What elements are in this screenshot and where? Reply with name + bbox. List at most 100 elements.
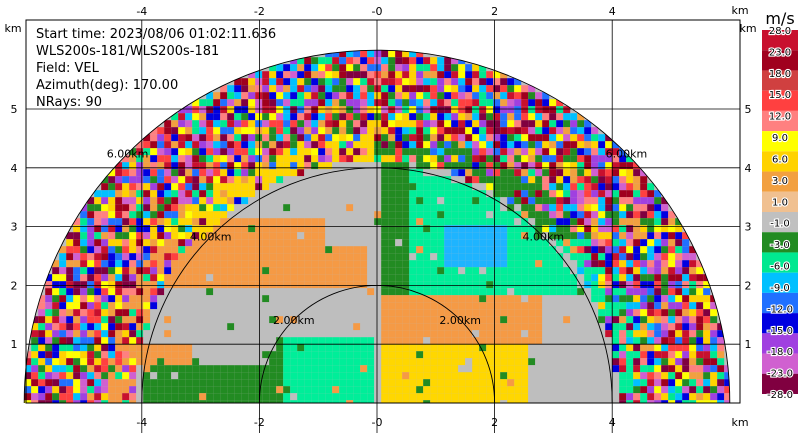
velocity-cell (451, 379, 459, 387)
velocity-cell (479, 71, 487, 79)
velocity-cell (416, 281, 424, 289)
velocity-cell (556, 120, 564, 128)
velocity-cell (31, 351, 39, 359)
velocity-cell (535, 155, 543, 163)
velocity-cell (339, 134, 347, 142)
velocity-cell (192, 393, 200, 401)
velocity-cell (129, 162, 137, 170)
velocity-cell (451, 351, 459, 359)
velocity-cell (493, 246, 501, 254)
velocity-cell (619, 211, 627, 219)
velocity-cell (122, 358, 130, 366)
velocity-cell (521, 85, 529, 93)
velocity-cell (269, 225, 277, 233)
velocity-cell (605, 351, 613, 359)
velocity-cell (136, 386, 144, 394)
velocity-cell (318, 106, 326, 114)
velocity-cell (430, 309, 438, 317)
velocity-cell (479, 211, 487, 219)
velocity-cell (619, 302, 627, 310)
x-tick-label-top: 4 (609, 5, 616, 18)
velocity-cell (136, 176, 144, 184)
velocity-cell (290, 218, 298, 226)
velocity-cell (591, 267, 599, 275)
velocity-cell (332, 281, 340, 289)
velocity-cell (143, 204, 151, 212)
velocity-cell (409, 106, 417, 114)
velocity-cell (129, 274, 137, 282)
velocity-cell (24, 379, 32, 387)
velocity-cell (227, 232, 235, 240)
velocity-cell (472, 169, 480, 177)
velocity-cell (38, 365, 46, 373)
velocity-cell (136, 323, 144, 331)
velocity-cell (444, 379, 452, 387)
velocity-cell (269, 204, 277, 212)
velocity-cell (283, 386, 291, 394)
velocity-cell (668, 351, 676, 359)
velocity-cell (367, 302, 375, 310)
velocity-cell (143, 330, 151, 338)
velocity-cell (178, 232, 186, 240)
velocity-cell (136, 197, 144, 205)
velocity-cell (458, 64, 466, 72)
velocity-cell (66, 281, 74, 289)
velocity-cell (276, 274, 284, 282)
velocity-cell (318, 400, 326, 404)
velocity-cell (220, 155, 228, 163)
velocity-cell (619, 323, 627, 331)
velocity-cell (528, 267, 536, 275)
velocity-cell (38, 358, 46, 366)
velocity-cell (234, 169, 242, 177)
velocity-cell (108, 379, 116, 387)
velocity-cell (584, 183, 592, 191)
velocity-cell (304, 386, 312, 394)
velocity-cell (157, 197, 165, 205)
velocity-cell (31, 386, 39, 394)
velocity-cell (276, 141, 284, 149)
velocity-cell (255, 141, 263, 149)
velocity-cell (458, 288, 466, 296)
velocity-cell (500, 309, 508, 317)
velocity-cell (416, 148, 424, 156)
velocity-cell (556, 239, 564, 247)
velocity-cell (178, 260, 186, 268)
velocity-cell (234, 309, 242, 317)
velocity-cell (619, 393, 627, 401)
velocity-cell (325, 183, 333, 191)
velocity-cell (255, 85, 263, 93)
velocity-cell (472, 99, 480, 107)
velocity-cell (458, 113, 466, 121)
velocity-cell (542, 358, 550, 366)
velocity-cell (472, 85, 480, 93)
velocity-cell (633, 162, 641, 170)
velocity-cell (367, 267, 375, 275)
velocity-cell (577, 176, 585, 184)
velocity-cell (479, 183, 487, 191)
velocity-cell (290, 78, 298, 86)
velocity-cell (493, 162, 501, 170)
velocity-cell (185, 351, 193, 359)
velocity-cell (409, 295, 417, 303)
velocity-cell (108, 386, 116, 394)
velocity-cell (150, 253, 158, 261)
velocity-cell (108, 232, 116, 240)
velocity-cell (185, 302, 193, 310)
velocity-cell (626, 302, 634, 310)
velocity-cell (143, 148, 151, 156)
velocity-cell (255, 351, 263, 359)
velocity-cell (577, 358, 585, 366)
velocity-cell (619, 330, 627, 338)
range-ring (141, 167, 613, 404)
velocity-cell (262, 92, 270, 100)
velocity-cell (423, 113, 431, 121)
velocity-cell (206, 211, 214, 219)
colorbar-tick-label: 1.0 (772, 197, 788, 208)
velocity-cell (136, 309, 144, 317)
velocity-cell (584, 162, 592, 170)
velocity-cell (605, 260, 613, 268)
velocity-cell (381, 379, 389, 387)
velocity-cell (703, 386, 711, 394)
velocity-cell (444, 57, 452, 65)
